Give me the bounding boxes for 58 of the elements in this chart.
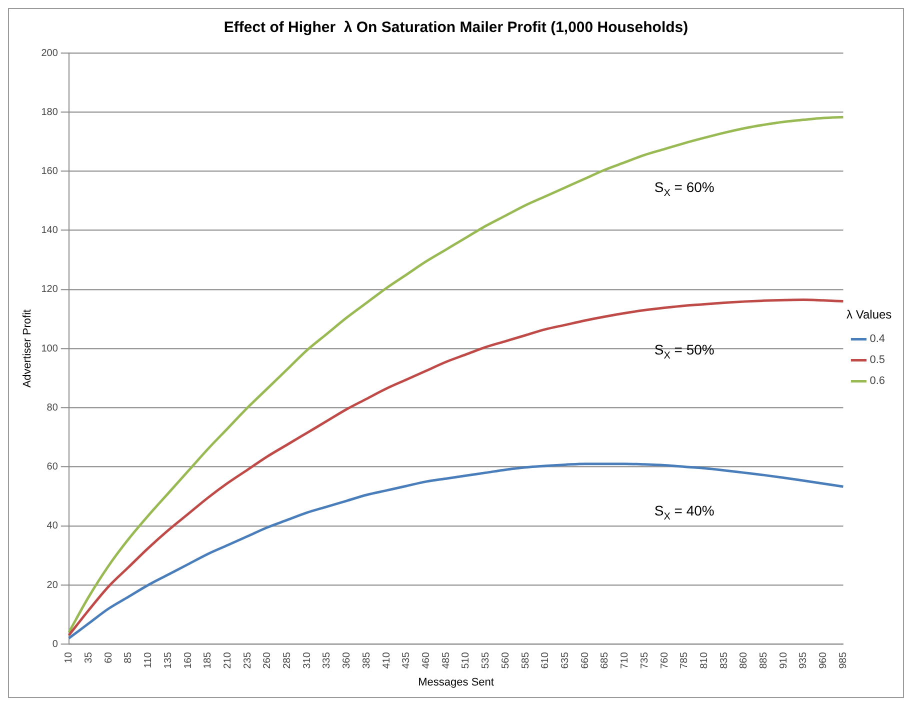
x-tick-label: 435 <box>401 652 412 669</box>
x-tick-label: 35 <box>83 652 94 664</box>
x-tick-label: 535 <box>480 652 492 669</box>
y-tick-label: 200 <box>41 48 58 59</box>
legend-title: λ Values <box>846 308 892 322</box>
x-tick-label: 135 <box>162 652 174 669</box>
x-tick-label: 10 <box>64 652 75 664</box>
x-tick-label: 735 <box>639 652 650 669</box>
x-tick-label: 960 <box>818 652 830 669</box>
x-tick-label: 235 <box>242 652 254 669</box>
x-tick-label: 110 <box>143 652 154 668</box>
x-tick-label: 385 <box>361 652 372 669</box>
x-tick-label: 285 <box>282 652 294 669</box>
x-tick-label: 885 <box>758 652 770 669</box>
y-tick-label: 100 <box>41 343 58 354</box>
x-tick-label: 160 <box>182 652 194 669</box>
x-tick-label: 335 <box>322 652 333 669</box>
x-tick-label: 685 <box>600 652 611 669</box>
y-tick-label: 140 <box>41 225 58 236</box>
x-tick-label: 185 <box>202 652 214 669</box>
chart-title: Effect of Higher λ On Saturation Mailer Profit (1,000 Households) <box>224 19 688 36</box>
x-tick-label: 310 <box>302 652 313 669</box>
x-tick-label: 810 <box>698 652 710 669</box>
x-tick-label: 835 <box>718 652 730 669</box>
y-tick-label: 0 <box>52 638 58 650</box>
y-tick-label: 180 <box>41 106 58 118</box>
y-tick-label: 40 <box>46 520 58 532</box>
x-tick-label: 760 <box>659 652 670 669</box>
x-tick-label: 360 <box>342 652 353 669</box>
x-tick-label: 60 <box>103 652 114 664</box>
legend-label: 0.4 <box>870 333 886 346</box>
y-tick-label: 120 <box>41 284 58 296</box>
x-tick-label: 560 <box>500 652 512 669</box>
y-axis-title: Advertiser Profit <box>22 309 34 388</box>
x-tick-label: 510 <box>460 652 472 669</box>
x-tick-label: 660 <box>580 652 591 669</box>
x-tick-label: 785 <box>679 652 690 669</box>
x-tick-label: 935 <box>798 652 810 669</box>
x-tick-label: 460 <box>421 652 432 669</box>
x-tick-label: 585 <box>520 652 532 669</box>
x-tick-label: 85 <box>123 652 134 664</box>
y-tick-label: 60 <box>46 462 58 473</box>
x-axis-title: Messages Sent <box>418 676 494 688</box>
x-tick-label: 635 <box>560 652 571 669</box>
x-tick-label: 210 <box>222 652 234 669</box>
y-tick-label: 20 <box>46 580 58 591</box>
x-tick-label: 710 <box>620 652 631 669</box>
x-tick-label: 260 <box>262 652 274 669</box>
y-tick-label: 160 <box>41 166 58 177</box>
x-tick-label: 985 <box>838 652 849 669</box>
legend-label: 0.6 <box>870 375 886 388</box>
x-tick-label: 610 <box>540 652 552 669</box>
legend-label: 0.5 <box>870 354 886 366</box>
y-tick-label: 80 <box>46 402 58 414</box>
x-tick-label: 910 <box>778 652 790 669</box>
x-tick-label: 410 <box>381 652 392 669</box>
x-tick-label: 485 <box>440 652 452 669</box>
x-tick-label: 860 <box>738 652 750 669</box>
